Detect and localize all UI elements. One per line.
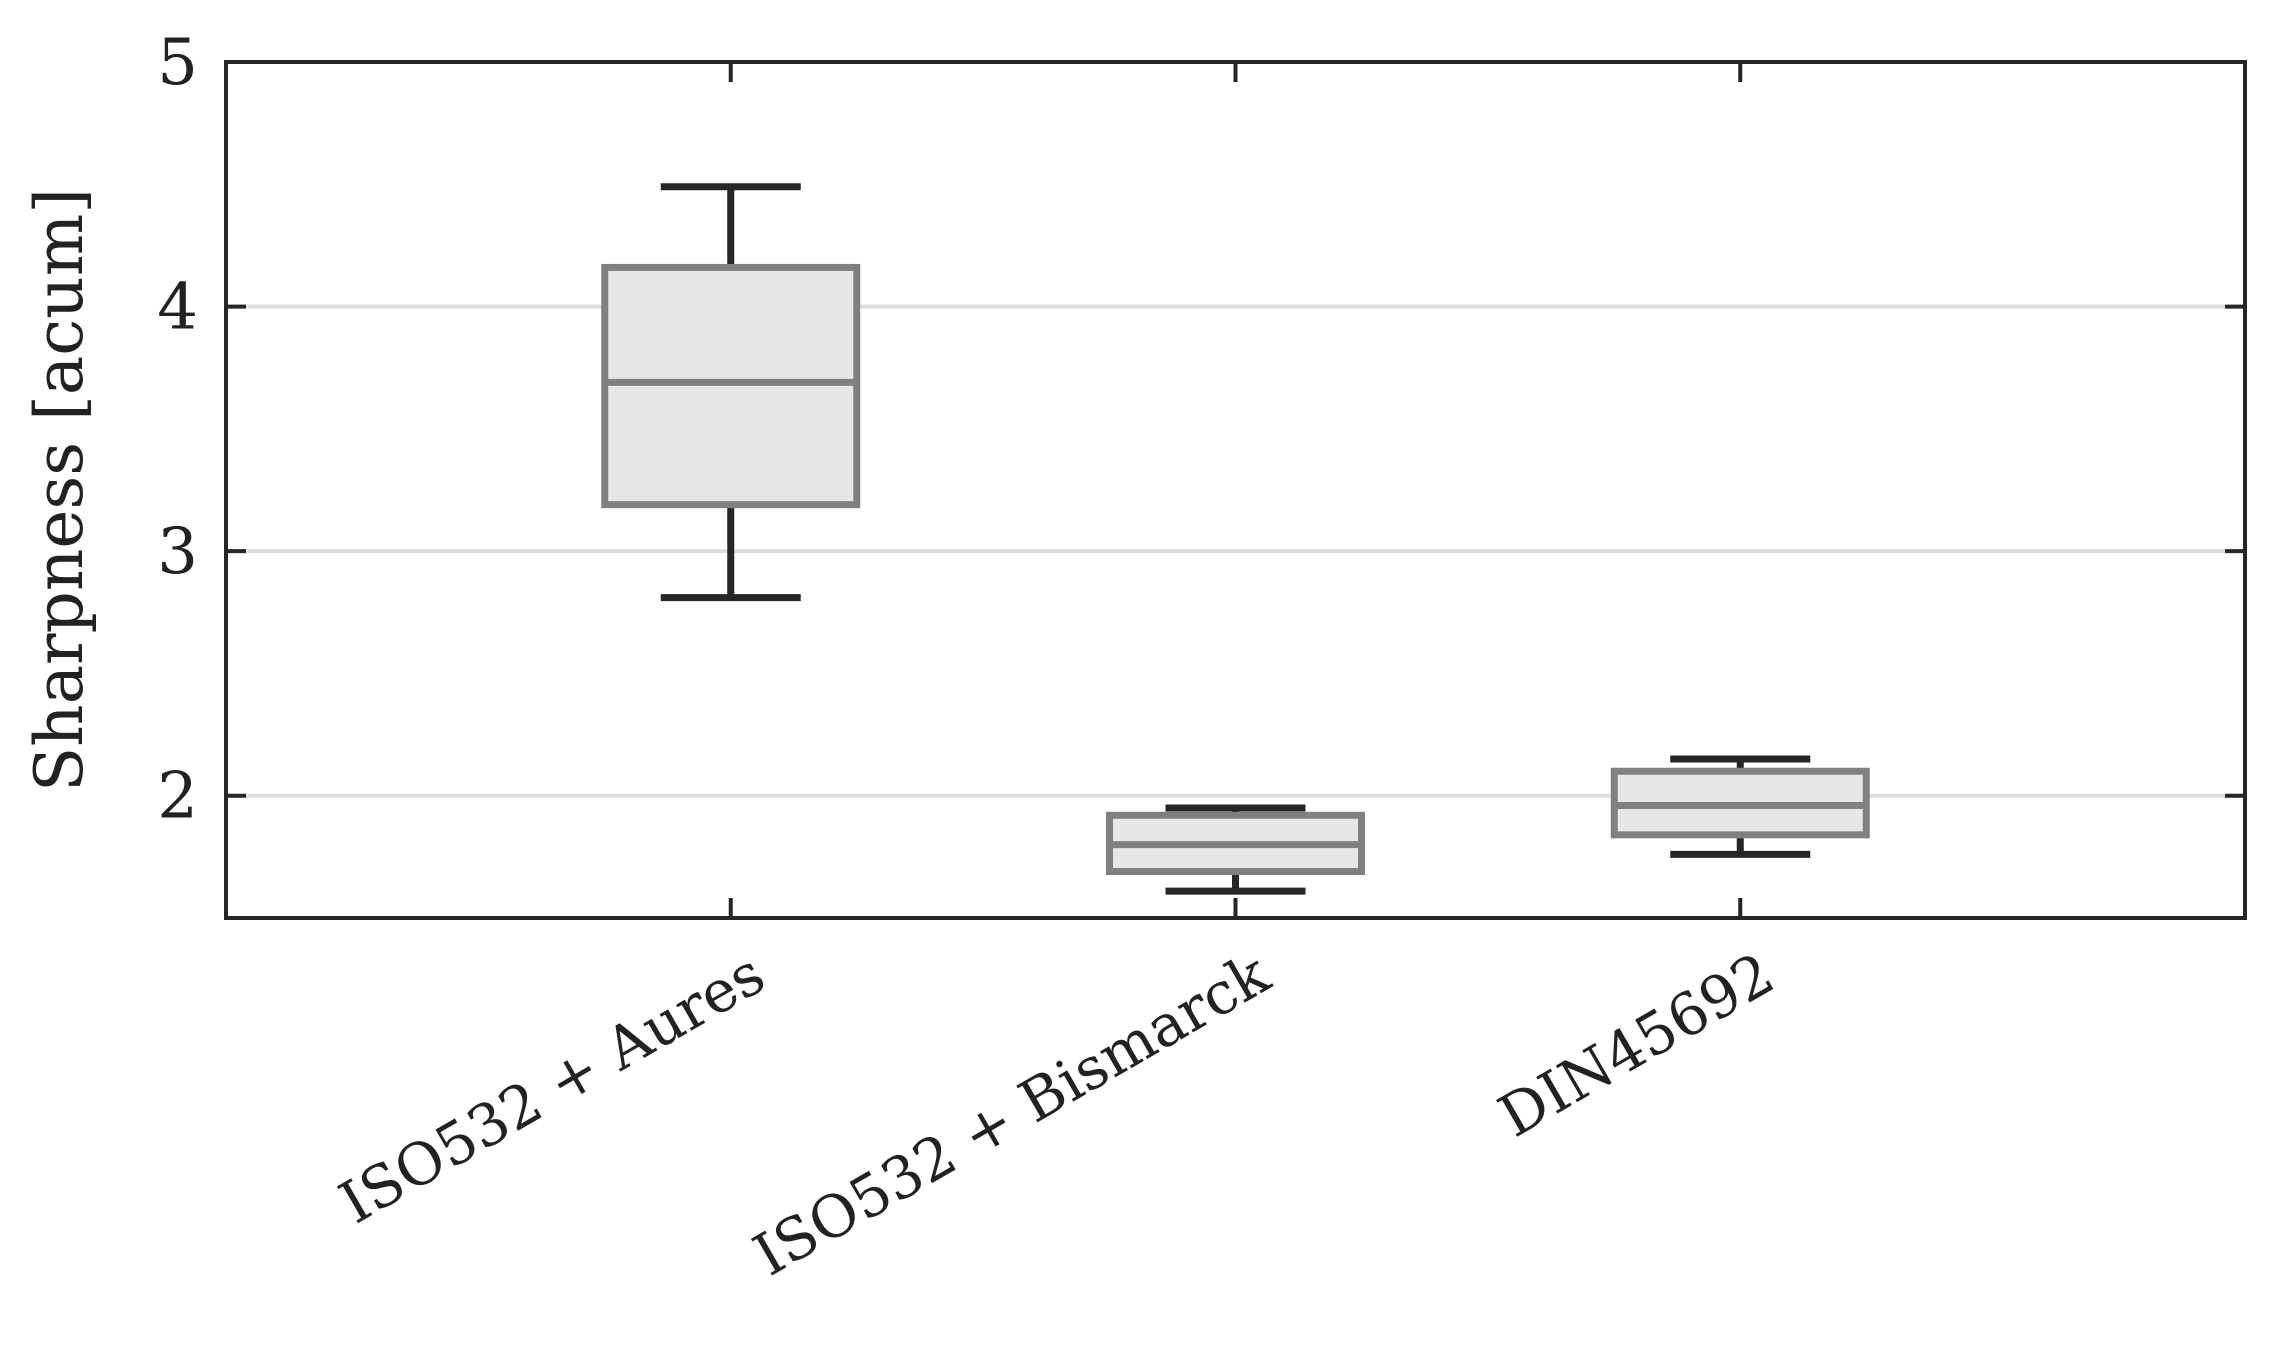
box-plots [601, 183, 1870, 895]
y-tick-label-2: 2 [157, 760, 198, 834]
y-tick-label-4: 4 [157, 271, 198, 345]
box-1 [601, 183, 861, 602]
grid-lines [226, 304, 2245, 798]
box-3 [1610, 755, 1870, 858]
plot-frame [224, 60, 2247, 920]
x-category-label-2: ISO532 + Bismarck [742, 939, 1281, 1289]
y-axis-title: Sharpness [acum] [21, 188, 98, 792]
box-2 [1106, 804, 1365, 895]
y-tick-label-5: 5 [157, 26, 198, 100]
iqr-box [601, 263, 861, 509]
y-tick-label-3: 3 [157, 515, 198, 589]
x-category-label-3: DIN45692 [1487, 939, 1785, 1150]
axes [224, 60, 2247, 920]
x-category-label-1: ISO532 + Aures [328, 939, 775, 1237]
